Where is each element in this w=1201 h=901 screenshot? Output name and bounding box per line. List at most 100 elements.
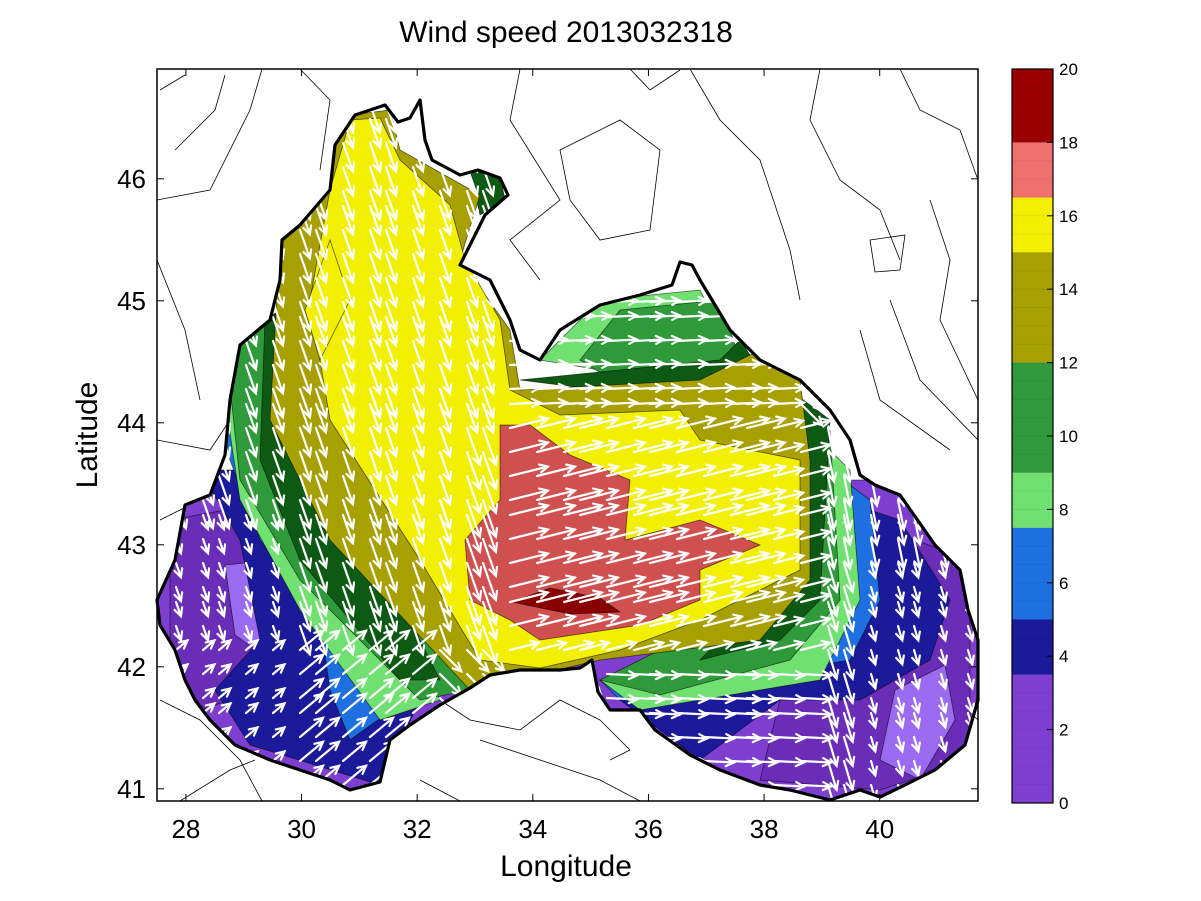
wind-vector [895, 672, 905, 691]
colorbar-band [1012, 69, 1053, 143]
wind-vector [438, 648, 463, 673]
wind-vector [411, 498, 426, 531]
wind-vector [368, 363, 383, 396]
wind-vector [938, 648, 948, 667]
wind-vector [368, 537, 383, 570]
wind-vector [745, 757, 780, 768]
wind-vector [270, 600, 281, 619]
wind-vector [868, 735, 878, 754]
wind-vector [675, 670, 710, 681]
wind-vector [465, 648, 490, 673]
wind-vector [216, 537, 227, 556]
wind-vector [384, 474, 399, 507]
wind-vector [772, 382, 807, 393]
wind-vector [481, 363, 496, 396]
wind-vector [648, 670, 683, 681]
colorbar-band [1012, 252, 1053, 363]
wind-vector [244, 725, 260, 739]
wind-vector [438, 363, 453, 396]
wind-vector [481, 498, 499, 540]
wind-vector [368, 600, 383, 633]
wind-vector [384, 252, 399, 285]
wind-vector [632, 463, 675, 478]
wind-vector [772, 733, 807, 744]
wind-vector [535, 487, 578, 502]
wind-vector [648, 382, 683, 393]
wind-vector [438, 402, 453, 435]
wind-vector [217, 474, 232, 507]
wind-vector [702, 397, 737, 408]
wind-vector [411, 276, 426, 309]
wind-vector [826, 735, 840, 769]
wind-vector [217, 701, 233, 715]
wind-vector [842, 624, 856, 658]
wind-vector [605, 310, 640, 321]
wind-vector [173, 600, 184, 619]
wind-vector [368, 300, 383, 333]
x-tick-label: 32 [403, 814, 432, 844]
wind-vector [481, 600, 499, 642]
wind-vector [702, 670, 737, 681]
wind-vector [562, 613, 605, 628]
wind-vector [868, 672, 878, 691]
wind-vector [201, 662, 217, 676]
wind-vector [675, 295, 710, 306]
wind-vector [243, 585, 254, 604]
wind-vector [675, 487, 718, 502]
wind-vector [799, 591, 833, 604]
wind-vector [605, 670, 640, 681]
wind-vector [648, 310, 683, 321]
wind-vector [648, 502, 691, 517]
wind-vector [799, 417, 833, 430]
wind-vector [648, 709, 683, 720]
wind-vector [911, 585, 921, 604]
wind-vector [465, 450, 483, 492]
wind-vector [508, 574, 551, 589]
wind-vector [799, 709, 834, 720]
wind-vector [799, 615, 833, 628]
wind-vector [411, 450, 426, 483]
wind-vector [826, 711, 840, 745]
wind-vector [772, 504, 806, 517]
wind-vector [605, 487, 648, 502]
wind-vector [411, 189, 426, 222]
wind-vector [578, 334, 613, 345]
wind-vector [648, 334, 683, 345]
wind-vector [799, 670, 834, 681]
wind-vector [298, 387, 313, 420]
wind-vector [826, 696, 840, 730]
land-contour [439, 699, 601, 731]
wind-vector [314, 629, 341, 652]
wind-vector [270, 537, 281, 556]
wind-vector [826, 600, 840, 634]
wind-vector [384, 204, 399, 237]
wind-vector [578, 382, 613, 393]
wind-vector [200, 537, 211, 556]
wind-vector [799, 576, 833, 589]
wind-vector [508, 382, 543, 393]
x-tick-label: 30 [287, 814, 316, 844]
wind-vector [314, 513, 329, 546]
wind-vector [465, 600, 483, 642]
wind-vector [772, 552, 806, 565]
wind-vector [675, 397, 710, 408]
wind-vector [799, 781, 834, 792]
wind-vector [895, 600, 905, 619]
wind-vector [298, 600, 313, 633]
wind-vector [535, 439, 578, 454]
wind-vector [648, 574, 691, 589]
wind-vector [384, 117, 399, 150]
wind-vector [868, 585, 878, 604]
wind-vector [314, 716, 341, 739]
wind-vector [842, 561, 856, 595]
wind-vector [341, 474, 356, 507]
wind-vector [341, 513, 356, 546]
wind-vector [772, 781, 807, 792]
wind-vector [826, 450, 838, 484]
wind-vector [729, 589, 772, 604]
wind-vector [243, 537, 254, 556]
wind-vector [826, 585, 840, 619]
wind-vector [562, 502, 605, 517]
wind-vector [772, 441, 806, 454]
land-contour [889, 299, 978, 441]
